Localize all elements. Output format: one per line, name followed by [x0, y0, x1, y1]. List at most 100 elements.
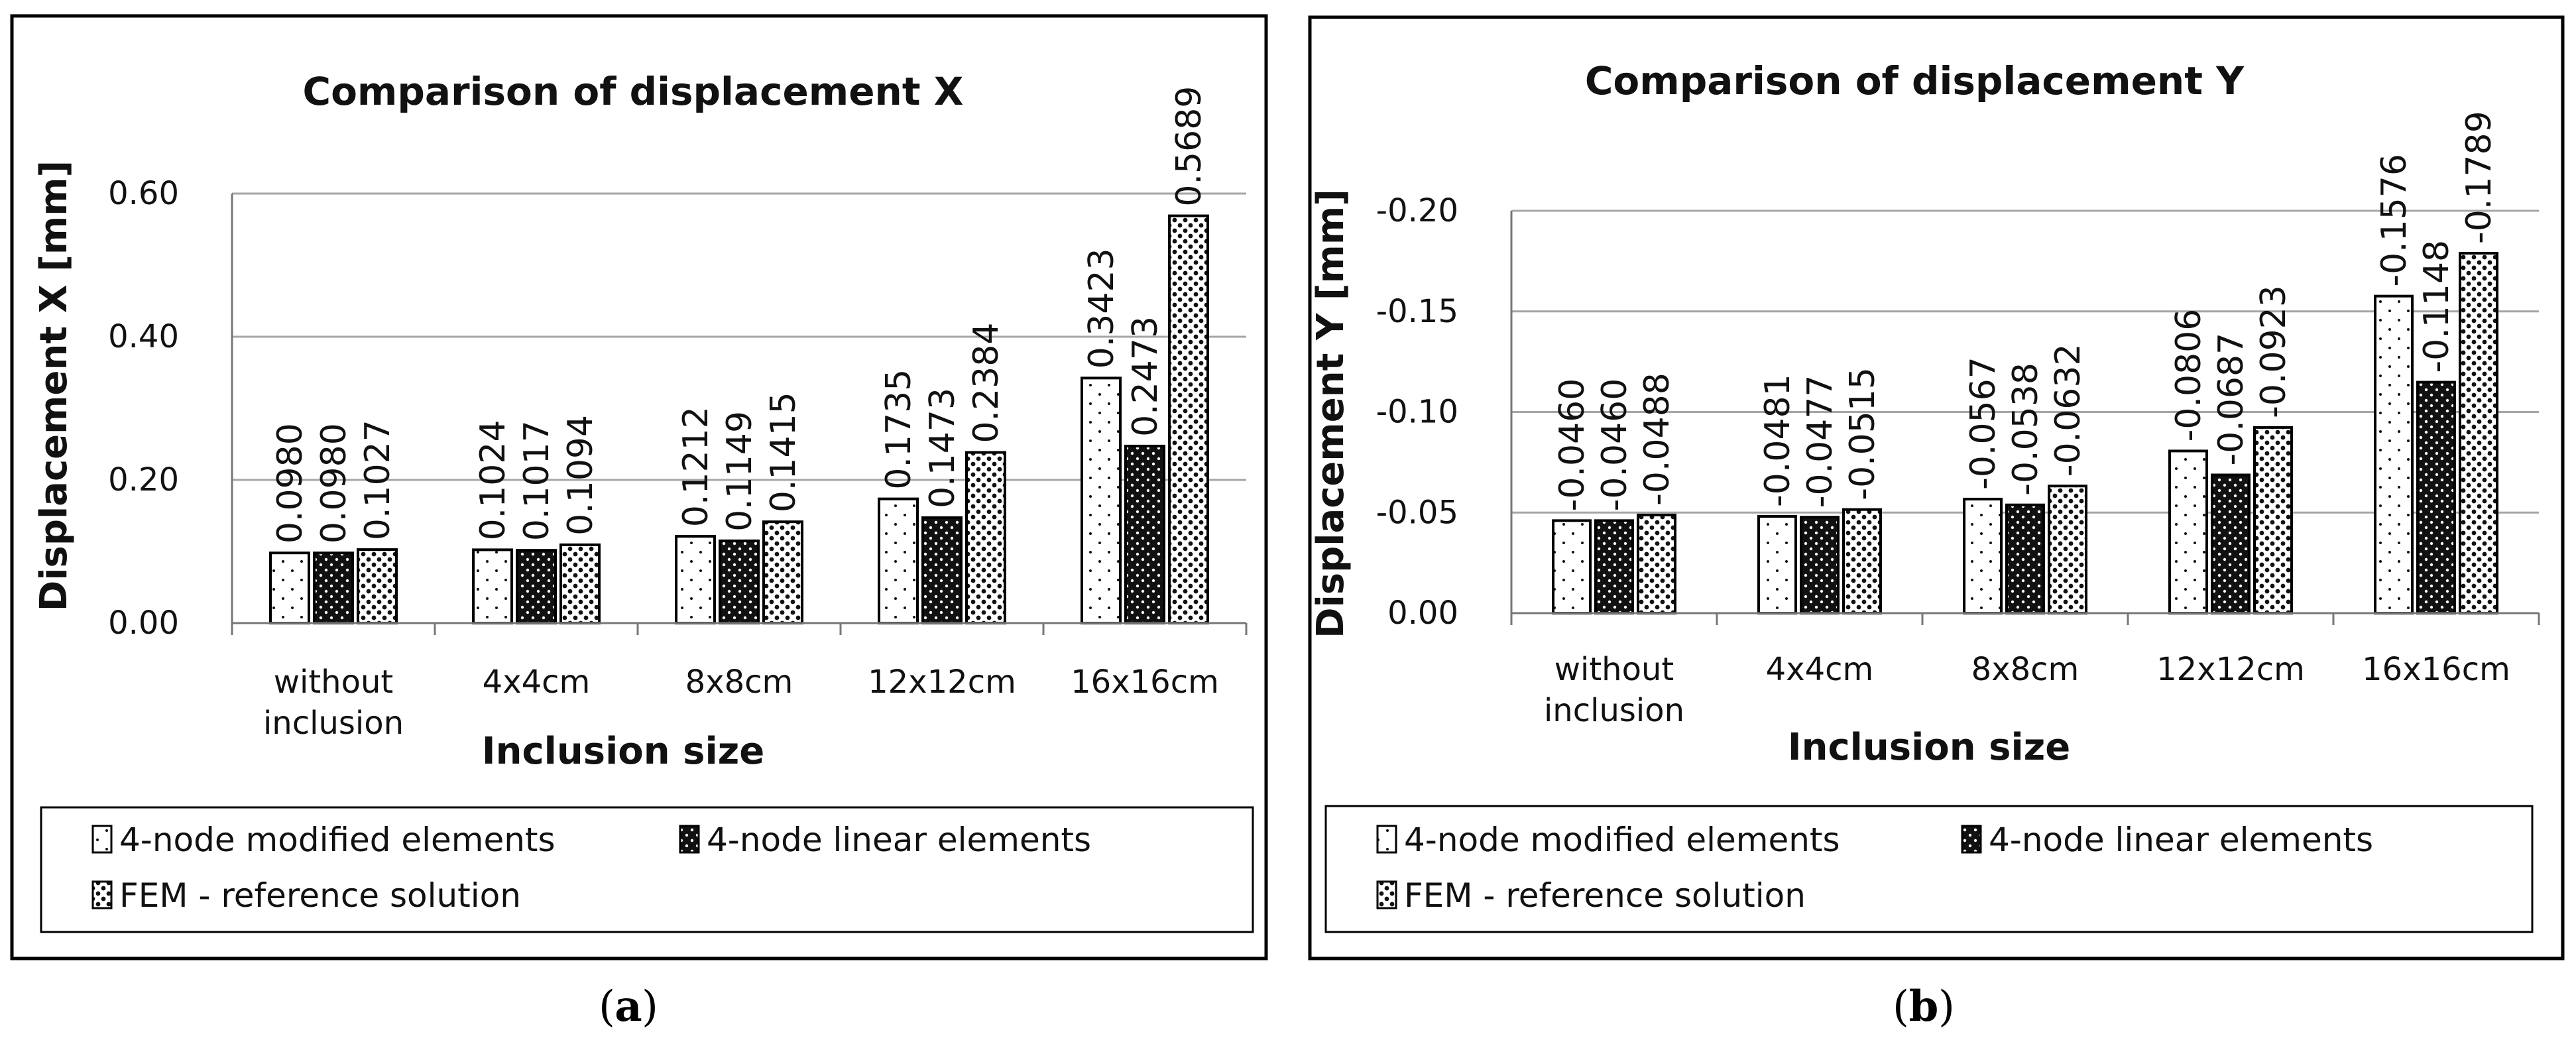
caption-a-open-paren: ( — [599, 982, 615, 1031]
data-label-b-modified-3: -0.0806 — [2169, 309, 2209, 442]
data-label-a-fem-3: 0.2384 — [966, 323, 1006, 443]
bar-a-modified-0 — [269, 552, 310, 624]
legend-b-label-linear: 4-node linear elements — [1989, 821, 2373, 859]
category-label-a-0-1: inclusion — [263, 705, 404, 742]
category-label-a-4-0: 16x16cm — [1071, 664, 1219, 701]
bar-a-linear-0 — [313, 552, 354, 624]
panel-b-border — [1308, 15, 2565, 960]
chart-a-ylabel: Displacement X [mm] — [32, 160, 76, 611]
category-label-b-0-0: without — [1554, 651, 1674, 688]
caption-a-close-paren: ) — [642, 982, 658, 1031]
bar-b-modified-3 — [2168, 449, 2208, 615]
bar-b-fem-4 — [2459, 252, 2498, 614]
data-label-b-fem-1: -0.0515 — [1843, 367, 1883, 500]
data-label-b-modified-0: -0.0460 — [1552, 378, 1592, 512]
bar-a-modified-3 — [878, 497, 919, 624]
ytick-label-b-3: -0.15 — [1376, 293, 1458, 330]
bar-b-modified-1 — [1757, 515, 1797, 614]
caption-b: ( b ) — [1893, 982, 1955, 1031]
data-label-a-modified-3: 0.1735 — [879, 369, 919, 490]
chart-b-title: Comparison of displacement Y — [1585, 58, 2245, 103]
chart-a-legend-box — [40, 806, 1254, 933]
bar-b-fem-3 — [2253, 426, 2293, 614]
data-label-a-linear-0: 0.0980 — [314, 423, 354, 544]
category-label-b-2-0: 8x8cm — [1971, 651, 2079, 688]
chart-panel-b: Comparison of displacement Y 0.00 -0.05 -0… — [1308, 15, 2565, 960]
legend-b-swatch-linear — [1961, 825, 1982, 854]
legend-a-label-fem: FEM - reference solution — [119, 876, 521, 915]
ytick-label-a-2: 0.40 — [108, 318, 179, 355]
caption-a-letter: a — [615, 982, 642, 1031]
chart-b-ylabel: Displacement Y [mm] — [1309, 189, 1352, 638]
data-label-a-fem-1: 0.1094 — [561, 415, 601, 536]
ytick-label-b-2: -0.10 — [1376, 394, 1458, 431]
bar-b-modified-2 — [1963, 497, 2003, 615]
category-label-a-1-0: 4x4cm — [483, 664, 591, 701]
data-label-b-modified-4: -0.1576 — [2374, 154, 2414, 287]
chart-b-legend: 4-node modified elements 4-node linear e… — [1324, 805, 2534, 933]
category-label-b-3-0: 12x12cm — [2156, 651, 2305, 688]
data-label-b-fem-3: -0.0923 — [2254, 285, 2294, 418]
data-label-b-linear-2: -0.0538 — [2006, 363, 2046, 496]
data-label-b-linear-4: -0.1148 — [2417, 240, 2457, 373]
bar-a-fem-2 — [762, 520, 803, 624]
bar-a-fem-3 — [965, 451, 1006, 624]
legend-a-label-modified: 4-node modified elements — [119, 821, 556, 859]
caption-a: ( a ) — [599, 982, 658, 1031]
bar-a-modified-4 — [1081, 377, 1122, 624]
data-label-a-linear-2: 0.1149 — [720, 411, 760, 532]
bar-a-linear-3 — [921, 516, 963, 625]
bar-b-linear-1 — [1800, 516, 1840, 615]
legend-b-label-fem: FEM - reference solution — [1404, 876, 1806, 915]
bar-b-fem-1 — [1842, 508, 1882, 615]
data-label-a-linear-1: 0.1017 — [517, 420, 557, 541]
panel-a-border — [10, 14, 1268, 960]
legend-a-swatch-modified — [91, 825, 113, 854]
data-label-b-linear-0: -0.0460 — [1595, 378, 1635, 512]
ytick-label-b-0: 0.00 — [1387, 595, 1458, 632]
caption-b-letter: b — [1909, 982, 1939, 1031]
data-label-b-modified-1: -0.0481 — [1758, 374, 1798, 507]
caption-b-close-paren: ) — [1938, 982, 1955, 1031]
bar-a-linear-4 — [1124, 444, 1165, 625]
category-label-a-2-0: 8x8cm — [685, 664, 793, 701]
chart-b-xlabel: Inclusion size — [1788, 726, 2070, 769]
data-label-b-fem-4: -0.1789 — [2459, 111, 2499, 244]
bar-a-modified-2 — [675, 535, 716, 624]
bar-b-linear-4 — [2416, 380, 2456, 614]
data-label-a-modified-1: 0.1024 — [473, 420, 513, 540]
data-label-a-linear-4: 0.2473 — [1126, 316, 1165, 437]
data-label-b-fem-0: -0.0488 — [1637, 373, 1677, 506]
category-label-a-0-0: without — [274, 664, 393, 701]
ytick-label-b-4: -0.20 — [1376, 192, 1458, 229]
bar-a-linear-1 — [516, 549, 557, 624]
bar-b-modified-4 — [2374, 294, 2414, 614]
bar-b-fem-0 — [1637, 513, 1676, 615]
bar-b-fem-2 — [2048, 485, 2087, 614]
data-label-a-modified-4: 0.3423 — [1082, 248, 1122, 369]
ytick-label-a-1: 0.20 — [108, 461, 179, 498]
ytick-label-a-0: 0.00 — [108, 605, 179, 642]
chart-a-xlabel: Inclusion size — [482, 730, 764, 773]
bar-a-linear-2 — [719, 539, 760, 625]
legend-a-swatch-fem — [91, 880, 113, 909]
legend-b-label-modified: 4-node modified elements — [1404, 821, 1840, 859]
chart-a-title: Comparison of displacement X — [303, 69, 964, 114]
data-label-a-fem-0: 0.1027 — [358, 420, 398, 540]
data-label-a-linear-3: 0.1473 — [923, 388, 963, 508]
data-label-a-fem-4: 0.5689 — [1169, 86, 1209, 207]
data-label-b-linear-3: -0.0687 — [2211, 333, 2251, 466]
data-label-b-modified-2: -0.0567 — [1963, 357, 2003, 490]
bar-a-fem-0 — [357, 548, 398, 624]
legend-a-label-linear: 4-node linear elements — [707, 821, 1091, 859]
data-label-b-fem-2: -0.0632 — [2048, 343, 2088, 477]
legend-a-swatch-linear — [679, 825, 700, 854]
bar-b-linear-3 — [2211, 473, 2251, 614]
data-label-a-modified-0: 0.0980 — [270, 423, 310, 544]
caption-b-open-paren: ( — [1893, 982, 1909, 1031]
data-label-a-fem-2: 0.1415 — [764, 392, 803, 512]
category-label-b-4-0: 16x16cm — [2362, 651, 2510, 688]
category-label-b-0-1: inclusion — [1544, 692, 1684, 729]
data-label-a-modified-2: 0.1212 — [676, 406, 716, 527]
